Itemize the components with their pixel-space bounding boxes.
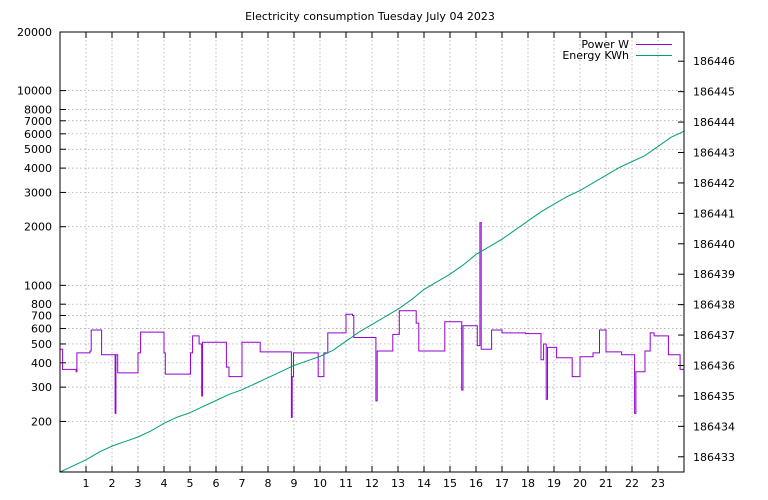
x-tick-label: 12 — [365, 477, 379, 490]
series-line-power — [60, 222, 684, 418]
grid — [60, 31, 684, 472]
y-right-tick-label: 186442 — [693, 177, 735, 190]
legend-label-energy: Energy KWh — [562, 49, 629, 62]
x-tick-label: 5 — [187, 477, 194, 490]
x-tick-label: 6 — [213, 477, 220, 490]
y-right-tick-label: 186434 — [693, 420, 735, 433]
y-left-tick-label: 4000 — [24, 162, 52, 175]
x-tick-label: 19 — [547, 477, 561, 490]
y-left-tick-label: 2000 — [24, 221, 52, 234]
x-tick-label: 4 — [161, 477, 168, 490]
x-tick-label: 22 — [625, 477, 639, 490]
y-left-tick-label: 7000 — [24, 115, 52, 128]
y-left-tick-label: 300 — [31, 381, 52, 394]
x-tick-label: 14 — [417, 477, 431, 490]
y-left-tick-label: 400 — [31, 357, 52, 370]
series-line-energy — [59, 130, 685, 473]
x-tick-label: 7 — [239, 477, 246, 490]
y-right-tick-label: 186445 — [693, 86, 735, 99]
y-right-tick-label: 186446 — [693, 55, 735, 68]
y-right-tick-label: 186439 — [693, 268, 735, 281]
y-left-tick-label: 600 — [31, 323, 52, 336]
y-right-tick-label: 186444 — [693, 116, 735, 129]
y-right-tick-label: 186436 — [693, 359, 735, 372]
x-tick-label: 8 — [265, 477, 272, 490]
y-left-tick-label: 3000 — [24, 186, 52, 199]
y-right-tick-label: 186433 — [693, 451, 735, 464]
y-left-tick-label: 6000 — [24, 128, 52, 141]
y-left-tick-label: 20000 — [17, 26, 52, 39]
axis-ticks — [60, 31, 684, 472]
x-tick-label: 13 — [391, 477, 405, 490]
x-tick-label: 16 — [469, 477, 483, 490]
y-left-tick-label: 8000 — [24, 103, 52, 116]
y-left-tick-label: 500 — [31, 338, 52, 351]
x-tick-label: 23 — [651, 477, 665, 490]
x-tick-label: 11 — [339, 477, 353, 490]
x-tick-label: 17 — [495, 477, 509, 490]
x-tick-label: 9 — [291, 477, 298, 490]
chart-title: Electricity consumption Tuesday July 04 … — [245, 10, 495, 23]
y-right-tick-label: 186443 — [693, 146, 735, 159]
x-tick-label: 1 — [83, 477, 90, 490]
x-tick-label: 18 — [521, 477, 535, 490]
y-right-tick-label: 186441 — [693, 207, 735, 220]
y-left-tick-label: 1000 — [24, 279, 52, 292]
x-tick-label: 10 — [313, 477, 327, 490]
y-left-tick-label: 700 — [31, 310, 52, 323]
y-left-tick-label: 10000 — [17, 85, 52, 98]
y-left-tick-label: 800 — [31, 298, 52, 311]
x-tick-label: 20 — [573, 477, 587, 490]
y-right-tick-label: 186435 — [693, 390, 735, 403]
x-tick-label: 2 — [109, 477, 116, 490]
axis-labels: 1 2 3 4 5 6 7 8 9 10 11 12 13 14 15 16 17 18 19 20 21 22 23200… — [17, 26, 735, 490]
x-tick-label: 3 — [135, 477, 142, 490]
legend: Power W Energy KWh — [562, 38, 672, 62]
y-left-tick-label: 5000 — [24, 143, 52, 156]
y-left-tick-label: 200 — [31, 415, 52, 428]
y-right-tick-label: 186438 — [693, 299, 735, 312]
x-tick-label: 21 — [599, 477, 613, 490]
plot-area — [59, 130, 685, 473]
legend-label-power: Power W — [581, 38, 629, 51]
y-right-tick-label: 186437 — [693, 329, 735, 342]
x-tick-label: 15 — [443, 477, 457, 490]
y-right-tick-label: 186440 — [693, 238, 735, 251]
